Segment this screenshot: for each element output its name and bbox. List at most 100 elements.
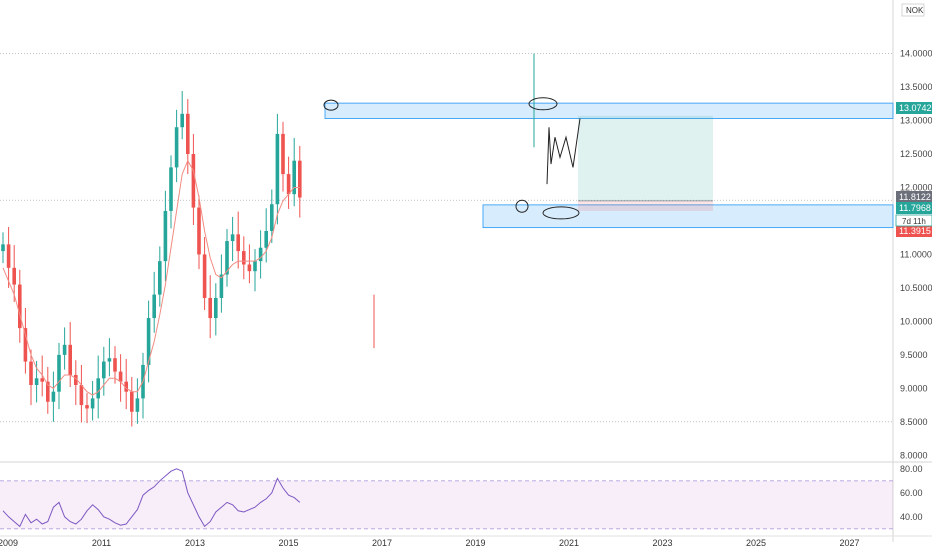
rsi-tick-0: 80.00 (900, 464, 923, 474)
candle-body-17 (96, 378, 100, 399)
candle-body-13 (74, 374, 78, 385)
candle-body-7 (40, 378, 44, 382)
candle-body-5 (29, 361, 33, 385)
candle-body-11 (62, 344, 67, 355)
candle-body-4 (23, 328, 28, 362)
rsi-tick-1: 60.00 (900, 488, 923, 498)
candle-body-33 (186, 113, 190, 154)
price-tick-11: 8.5000 (900, 417, 928, 427)
price-tick-0: 14.0000 (900, 49, 932, 59)
candle-body-21 (118, 371, 123, 382)
circle-top-2015 (323, 99, 339, 111)
price-tick-12: 8.0000 (900, 450, 928, 460)
price-tag-3 (896, 225, 932, 237)
ma-line (2, 159, 300, 396)
candle-body-2 (12, 267, 16, 285)
candle-body-48 (270, 204, 274, 231)
price-axis[interactable]: 14.000013.500013.000012.500012.000011.50… (900, 3, 932, 522)
time-axis[interactable]: 2009 2011 2013 2015 2017 2019 2021 2023 2025 2027 (0, 538, 860, 548)
support-resistance-zones (324, 102, 894, 229)
price-tick-2: 13.0000 (900, 116, 932, 126)
candle-body-53 (298, 160, 302, 198)
candle-body-47 (264, 231, 268, 248)
price-tag-text-2: 11.7968 (899, 203, 931, 213)
circle-top-2020 (528, 97, 558, 111)
price-tag-0 (896, 102, 932, 114)
price-tick-3: 12.5000 (900, 149, 932, 159)
price-tag-1 (896, 191, 932, 203)
candle-body-51 (286, 174, 291, 195)
loss-area (578, 200, 713, 211)
price-tick-9: 9.5000 (900, 350, 928, 360)
candle-body-49 (275, 133, 280, 205)
candle-body-22 (124, 381, 128, 392)
projection-path (546, 118, 581, 185)
candle-body-23 (130, 391, 134, 412)
candle-body-41 (230, 234, 235, 242)
candle-body-32 (180, 113, 184, 128)
candle-body-12 (68, 344, 72, 375)
rsi-line (2, 468, 301, 528)
candle-body-29 (163, 210, 168, 262)
candle-body-30 (169, 167, 173, 211)
candle-body-45 (253, 261, 257, 272)
candle-body-43 (242, 251, 246, 265)
currency-label: NOK (906, 6, 924, 15)
circle-low-b (542, 206, 580, 220)
candle-body-50 (281, 133, 285, 175)
candle-body-35 (197, 207, 201, 255)
long-position-tool (578, 115, 713, 211)
candle-body-19 (107, 358, 112, 362)
price-tag-text-3: 11.3915 (899, 226, 931, 236)
candle-body-14 (79, 385, 84, 406)
price-tick-7: 10.5000 (900, 283, 932, 293)
rsi-band (0, 480, 893, 529)
hand-drawn-annotations (323, 97, 581, 220)
candlestick-series (1, 53, 535, 427)
rsi-pane (0, 468, 893, 530)
zone-1 (482, 204, 894, 229)
candle-body-40 (225, 241, 229, 275)
price-tag-text-0: 13.0742 (899, 103, 932, 113)
candle-body-42 (236, 234, 240, 252)
candle-body-16 (90, 398, 95, 409)
candle-body-1 (6, 244, 11, 268)
time-tick-0: 2009 (0, 538, 18, 548)
candle-body-34 (191, 154, 196, 208)
interval-tag-text: 7d 11h (902, 217, 926, 226)
zone-0 (324, 102, 894, 119)
interval-tag (895, 214, 932, 227)
candle-body-38 (214, 297, 218, 319)
rsi-tick-2: 40.00 (900, 512, 923, 522)
candle-body-52 (292, 160, 296, 195)
candle-body-3 (18, 284, 22, 329)
time-tick-4: 2017 (372, 538, 392, 548)
circle-low-a (515, 199, 529, 213)
candle-body-46 (258, 247, 263, 262)
candle-body-28 (158, 261, 162, 295)
profit-area (578, 115, 713, 201)
price-tag-2 (896, 202, 932, 214)
price-tick-8: 10.0000 (900, 316, 932, 326)
price-tick-4: 12.0000 (900, 182, 932, 192)
candle-body-31 (174, 127, 179, 168)
candle-body-18 (102, 361, 106, 379)
time-tick-7: 2023 (652, 538, 672, 548)
candle-body-8 (46, 381, 50, 402)
time-tick-8: 2025 (746, 538, 766, 548)
candle-body-0 (1, 244, 5, 252)
time-tick-1: 2011 (92, 538, 111, 548)
candle-body-6 (34, 378, 39, 385)
currency-box (901, 3, 925, 17)
time-tick-2: 2013 (185, 538, 205, 548)
price-tag-text-1: 11.8122 (899, 192, 931, 202)
candle-body-24 (135, 398, 140, 412)
candle-body-20 (113, 358, 117, 372)
price-tick-1: 13.5000 (900, 82, 932, 92)
time-tick-6: 2021 (559, 538, 579, 548)
candle-body-37 (208, 297, 212, 319)
candle-body-36 (202, 254, 207, 298)
